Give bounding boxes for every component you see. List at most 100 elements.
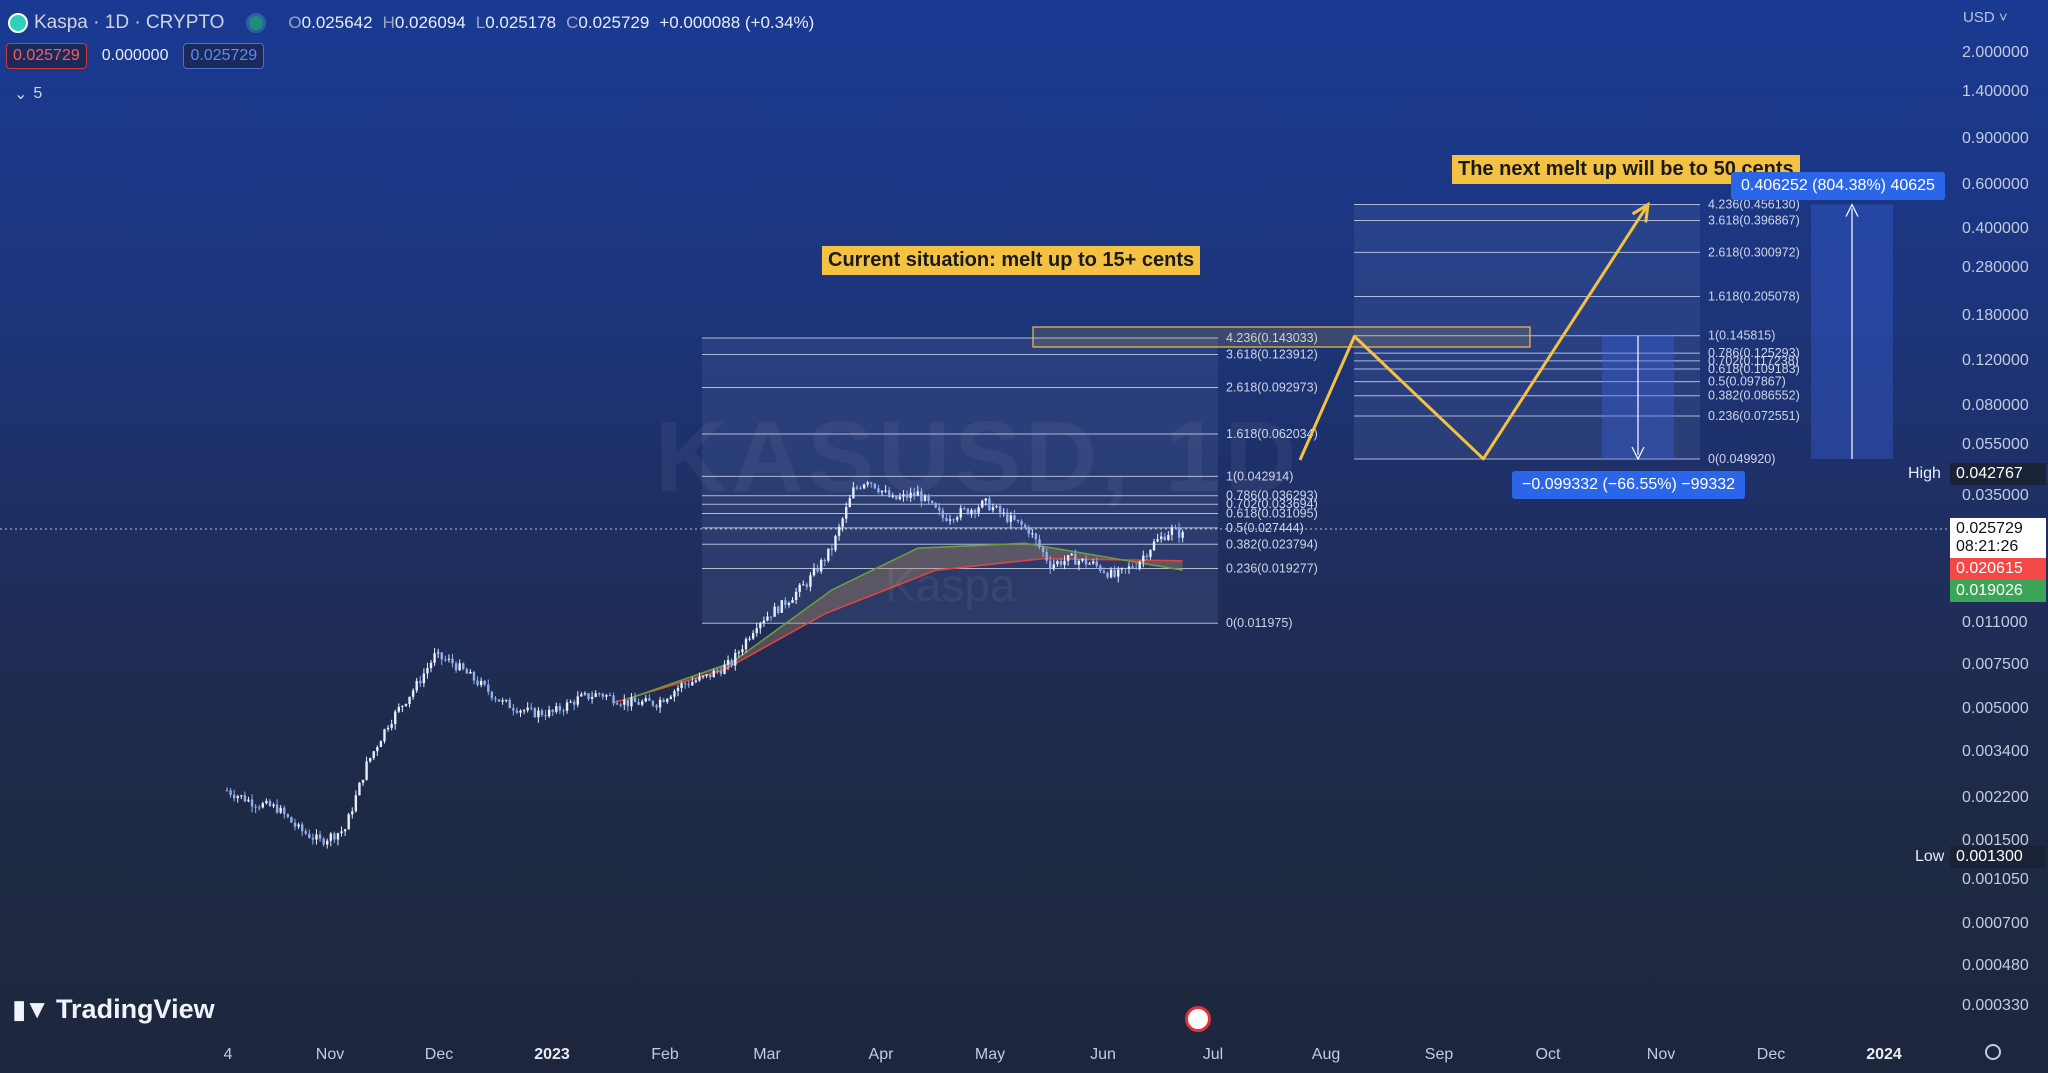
candle-body (1038, 539, 1041, 547)
candle-body (830, 548, 834, 551)
candle-body (644, 698, 647, 702)
candle-body (651, 700, 655, 706)
candle-body (855, 487, 859, 489)
time-axis-label: Nov (1646, 1046, 1676, 1063)
candle-body (662, 699, 665, 703)
time-axis-label: Apr (868, 1046, 894, 1063)
candle-body (598, 693, 601, 695)
candle-body (1177, 527, 1181, 538)
fib2-level-label: 0(0.049920) (1708, 452, 1775, 466)
candle-body (419, 680, 422, 684)
candle-body (920, 491, 923, 502)
candle-body (640, 701, 644, 705)
candle-body (615, 703, 619, 705)
candle-body (315, 834, 318, 840)
candle-body (444, 659, 447, 661)
price-axis-label: 2.000000 (1962, 44, 2029, 61)
indicators-toggle[interactable]: ⌄ 5 (14, 84, 42, 104)
fib2-level-label: 0.236(0.072551) (1708, 409, 1800, 423)
gear-icon[interactable] (1985, 1044, 2001, 1060)
candle-body (895, 495, 898, 500)
candle-body (1181, 532, 1184, 538)
fib2-level-label: 0.618(0.109183) (1708, 362, 1800, 376)
candle-body (859, 487, 862, 489)
ma-green-price-tag: 0.019026 (1950, 580, 2046, 602)
us-flag-events-icon[interactable] (1185, 1006, 1211, 1032)
candle-body (755, 628, 758, 633)
price-axis-label: 0.011000 (1962, 614, 2028, 631)
currency-selector[interactable]: USD ˅ (1963, 9, 2008, 26)
candle-body (658, 699, 662, 708)
candle-body (433, 653, 436, 663)
candle-body (340, 831, 343, 834)
fib1-level-label: 0.618(0.031095) (1226, 506, 1318, 520)
candle-body (368, 757, 372, 762)
price-axis-label: 0.180000 (1962, 307, 2029, 324)
candle-body (1077, 560, 1081, 565)
candle-body (361, 779, 365, 783)
candle-body (379, 741, 383, 748)
measure-up-label[interactable]: 0.406252 (804.38%) 40625 (1731, 172, 1945, 200)
candle-body (1159, 536, 1163, 540)
candle-body (1031, 533, 1034, 535)
candle-body (265, 800, 268, 804)
close-value: 0.025729 (578, 13, 650, 32)
high-marker-label: High (1908, 465, 1941, 482)
current-price-tag: 0.025729 08:21:26 (1950, 518, 2046, 558)
candle-body (555, 706, 558, 712)
candle-body (1088, 563, 1091, 565)
candle-body (454, 663, 458, 671)
candle-body (952, 519, 955, 521)
candle-body (981, 500, 984, 508)
candle-body (648, 698, 651, 701)
buy-price-button[interactable]: 0.025729 (183, 43, 265, 69)
candle-body (884, 490, 887, 492)
sell-price-button[interactable]: 0.025729 (6, 43, 87, 69)
candle-body (1056, 561, 1059, 565)
candle-body (390, 724, 393, 728)
candle-body (791, 599, 794, 603)
tradingview-wordmark: TradingView (56, 994, 215, 1024)
candle-body (436, 652, 440, 654)
ma-green-line (627, 542, 1183, 700)
candle-body (977, 507, 980, 513)
candle-body (633, 697, 637, 703)
fib1-level-label: 3.618(0.123912) (1226, 347, 1318, 361)
candle-body (1106, 572, 1109, 578)
candle-body (866, 482, 869, 485)
trade-price-boxes: 0.025729 0.000000 0.025729 (6, 43, 265, 69)
measure-down-label[interactable]: −0.099332 (−66.55%) −99332 (1512, 471, 1746, 499)
candle-body (1023, 524, 1027, 527)
candle-body (483, 680, 486, 685)
kaspa-logo-icon (8, 13, 28, 33)
time-axis-label: Mar (753, 1046, 781, 1063)
candle-body (1063, 560, 1066, 565)
candle-body (587, 693, 590, 699)
candle-body (852, 487, 855, 499)
chart-header: Kaspa · 1D · CRYPTO O0.025642 H0.026094 … (8, 10, 814, 36)
tradingview-logo[interactable]: ▮▼ TradingView (12, 994, 215, 1025)
candle-body (837, 526, 841, 536)
high-value: 0.026094 (394, 13, 466, 32)
candle-body (1059, 561, 1063, 565)
candle-body (1117, 569, 1120, 577)
annotation-current-situation[interactable]: Current situation: melt up to 15+ cents (822, 246, 1201, 275)
candle-body (637, 702, 640, 705)
candle-body (526, 707, 529, 711)
candle-body (823, 560, 826, 562)
candle-body (955, 517, 959, 520)
candle-body (519, 710, 522, 713)
candle-body (973, 509, 977, 513)
candle-body (472, 671, 476, 681)
fib2-fill (1354, 204, 1700, 460)
candle-body (1134, 567, 1138, 569)
candle-body (769, 616, 773, 618)
candle-body (283, 807, 286, 815)
candle-body (268, 800, 272, 807)
candle-body (683, 683, 687, 685)
candle-body (512, 708, 515, 711)
candle-body (777, 606, 780, 613)
candle-body (938, 507, 941, 511)
symbol-title[interactable]: Kaspa · 1D · CRYPTO (34, 12, 225, 33)
